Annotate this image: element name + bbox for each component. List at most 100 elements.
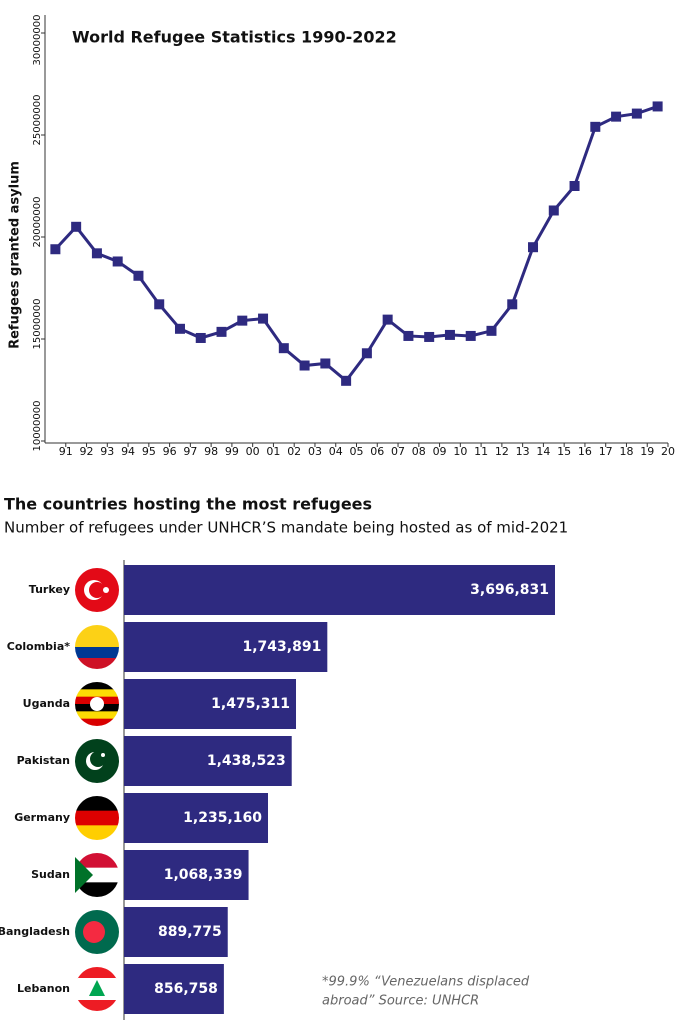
marker xyxy=(195,332,206,343)
x-tick-label: 95 xyxy=(142,445,156,458)
flag xyxy=(75,682,119,726)
bar xyxy=(124,622,328,672)
category-label: Germany xyxy=(14,811,70,824)
y-tick-label: 15000000 xyxy=(32,299,43,350)
marker xyxy=(507,299,518,310)
bar xyxy=(124,964,224,1014)
flag-stripe xyxy=(75,625,119,648)
marker xyxy=(341,375,352,386)
x-tick-label: 96 xyxy=(163,445,177,458)
marker xyxy=(216,326,227,337)
bar-title: The countries hosting the most refugees xyxy=(4,495,372,514)
flag xyxy=(75,625,119,669)
marker xyxy=(548,205,559,216)
bar xyxy=(124,565,555,615)
x-tick-label: 08 xyxy=(412,445,426,458)
marker xyxy=(71,221,82,232)
flag-stripe xyxy=(75,647,119,659)
x-tick-label: 04 xyxy=(329,445,343,458)
category-label: Sudan xyxy=(31,868,70,881)
note: abroad” Source: UNHCR xyxy=(322,994,479,1009)
category-label: Lebanon xyxy=(17,982,70,995)
marker xyxy=(154,299,165,310)
flag-stripe xyxy=(75,882,119,897)
x-tick-label: 16 xyxy=(578,445,592,458)
marker xyxy=(133,270,144,281)
marker xyxy=(569,181,580,191)
category-label: Pakistan xyxy=(17,754,70,767)
flag xyxy=(75,967,119,1011)
category-label: Turkey xyxy=(29,583,70,596)
marker xyxy=(403,330,414,341)
bar xyxy=(124,679,297,729)
marker xyxy=(611,111,622,122)
x-tick-label: 09 xyxy=(433,445,447,458)
x-tick-label: 97 xyxy=(183,445,197,458)
bar xyxy=(124,850,249,900)
y-tick-label: 30000000 xyxy=(32,15,43,66)
flag xyxy=(75,568,119,612)
x-tick-label: 02 xyxy=(287,445,301,458)
x-tick-label: 14 xyxy=(536,445,550,458)
flag xyxy=(103,587,109,593)
line xyxy=(54,105,659,383)
marker xyxy=(528,242,539,253)
flag-stripe xyxy=(75,682,119,690)
marker xyxy=(299,360,310,371)
flag-stripe xyxy=(75,967,119,979)
value-label: 1,743,891 xyxy=(242,639,321,655)
marker xyxy=(258,313,269,324)
value-label: 1,475,311 xyxy=(211,696,290,712)
marker xyxy=(278,343,289,354)
y-tick-label: 25000000 xyxy=(32,95,43,146)
marker xyxy=(174,323,185,334)
x-tick-label: 12 xyxy=(495,445,509,458)
x-tick-label: 17 xyxy=(599,445,613,458)
marker xyxy=(112,256,123,267)
x-tick-label: 07 xyxy=(391,445,405,458)
marker xyxy=(382,314,393,325)
flag-stripe xyxy=(75,810,119,826)
flag xyxy=(83,921,105,943)
bar xyxy=(124,736,292,786)
flag-stripe xyxy=(75,853,119,869)
marker xyxy=(444,329,455,340)
flag xyxy=(89,582,105,598)
x-tick-label: 11 xyxy=(474,445,488,458)
x-tick-label: 19 xyxy=(640,445,654,458)
x-tick-label: 91 xyxy=(59,445,73,458)
x-tick-label: 06 xyxy=(370,445,384,458)
flag xyxy=(75,853,119,897)
bar-subtitle: Number of refugees under UNHCR’S mandate… xyxy=(4,519,568,537)
bar xyxy=(124,907,228,957)
marker xyxy=(486,325,497,336)
flag xyxy=(75,857,93,893)
x-tick-label: 93 xyxy=(100,445,114,458)
x-tick-label: 10 xyxy=(453,445,467,458)
flag xyxy=(75,796,119,840)
x-tick-label: 13 xyxy=(516,445,530,458)
x-tick-label: 98 xyxy=(204,445,218,458)
line-title: World Refugee Statistics 1990-2022 xyxy=(72,28,397,47)
value-label: 1,235,160 xyxy=(183,810,262,826)
value-label: 3,696,831 xyxy=(470,582,549,598)
y-tick-label: 20000000 xyxy=(32,197,43,248)
marker xyxy=(590,121,601,132)
marker xyxy=(631,108,642,119)
note: *99.9% “Venezuelans displaced xyxy=(322,975,530,990)
marker xyxy=(652,101,663,112)
flag-stripe xyxy=(75,658,119,669)
x-tick-label: 99 xyxy=(225,445,239,458)
marker xyxy=(237,315,248,326)
y-axis-label: Refugees granted asylum xyxy=(8,161,23,349)
flag-stripe xyxy=(75,796,119,812)
x-tick-label: 05 xyxy=(350,445,364,458)
bar xyxy=(124,793,269,843)
x-tick-label: 92 xyxy=(80,445,94,458)
category-label: Colombia* xyxy=(7,640,70,653)
flag xyxy=(75,739,119,783)
flag xyxy=(101,753,105,757)
flag-stripe xyxy=(75,711,119,720)
x-tick-label: 00 xyxy=(246,445,260,458)
x-tick-label: 20 xyxy=(661,445,675,458)
